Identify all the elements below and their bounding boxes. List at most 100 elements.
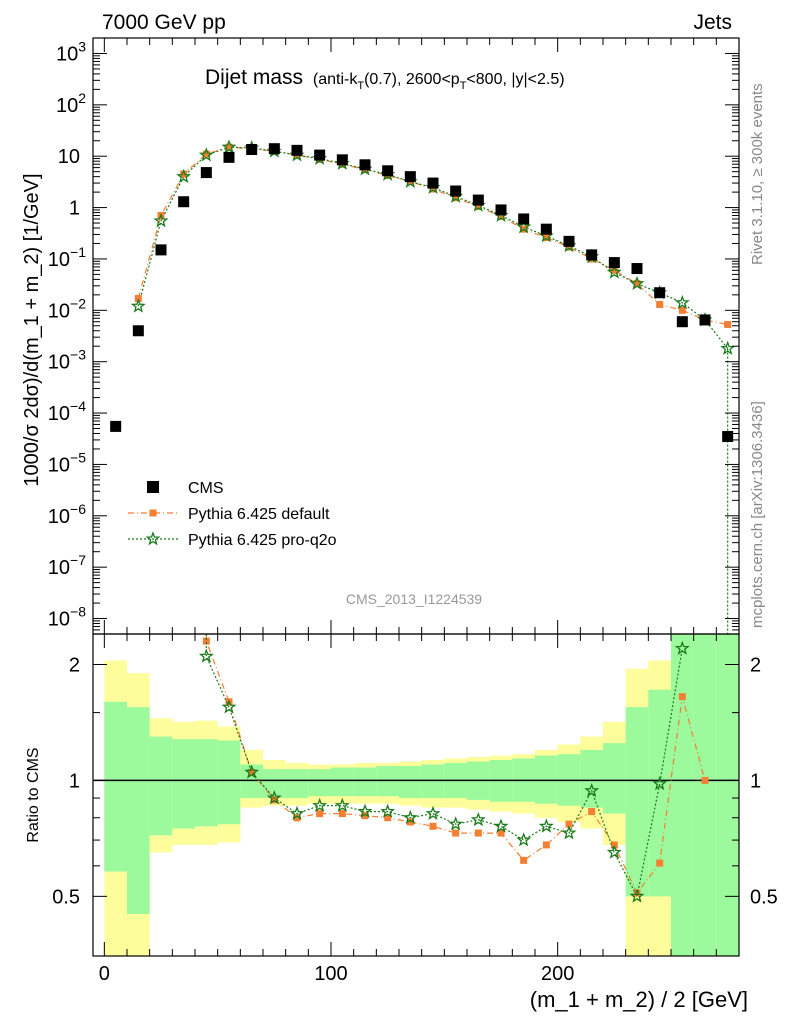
y-tick-label-main: 10−5 [48,449,86,476]
ratio-default-point [678,693,686,701]
ratio-default-point [384,814,392,822]
title-sub-pre: (anti-k [313,71,358,88]
ratio-proq2o-point [312,797,328,812]
cms-point [110,420,122,432]
axes: 0 100 20010310210110−110−210−310−410−510−6… [48,37,778,985]
default-point [202,150,210,158]
default-point [474,202,482,210]
ratio-proq2o-point [674,640,690,655]
y-tick-label-ratio-left: 1 [69,770,80,792]
y-tick-label-ratio-left: 2 [69,654,80,676]
ratio-default-point [497,829,505,837]
ratio-default-point [542,841,550,849]
cms-point [359,159,371,171]
rivet-label: Rivet 3.1.10, ≥ 300k events [749,83,766,265]
y-axis-label-ratio: Ratio to CMS [25,747,42,842]
ratio-proq2o-point [357,803,373,818]
cms-point [676,316,688,328]
ratio-proq2o-point [652,775,668,791]
mcplots-label: mcplots.cern.ch [arXiv:1306.3436] [749,401,766,628]
y-tick-label-main: 10−3 [48,347,86,374]
cms-point [314,149,326,161]
ratio-proq2o-point [244,764,260,779]
default-point [497,213,505,221]
ratio-default-point [202,637,210,645]
title-sub-mid: (0.7), 2600<p [364,71,460,88]
cms-point [404,171,416,183]
ratio-band-inner-26 [693,634,717,956]
proq2o-point [176,168,192,183]
ratio-proq2o-point [584,782,600,798]
y-tick-label-main: 10−2 [48,295,86,322]
ratio-default-point [429,822,437,830]
proq2o-point [720,340,736,355]
proq2o-point [674,294,690,310]
default-point [180,170,188,178]
ratio-proq2o-point [289,805,305,821]
ratio-proq2o-point [221,699,237,714]
cms-point [586,249,598,261]
ratio-band-inner-3 [172,739,195,829]
analysis-watermark: CMS_2013_I1224539 [346,591,482,607]
default-point [656,300,664,308]
proq2o-line [137,146,729,349]
legend-marker-proq2o [145,531,161,546]
cms-point [200,167,212,179]
proq2o-point [516,218,532,234]
y-tick-label-ratio-right: 2 [750,654,761,676]
cms-point [291,144,303,156]
ratio-proq2o-point [606,844,622,859]
legend-entry-2: Pythia 6.425 pro-q2o [128,531,337,549]
ratio-band-inner-24 [648,689,671,897]
cms-point [518,213,530,225]
ratio-default-point [361,812,369,820]
ratio-default-point [293,814,301,822]
header-right: Jets [693,11,732,34]
ratio-band-inner-4 [195,739,218,827]
legend-label-2: Pythia 6.425 pro-q2o [188,532,337,549]
ratio-proq2o-point [629,888,645,903]
default-point [452,194,460,202]
proq2o-point [629,275,645,290]
ratio-proq2o-point [470,811,486,827]
cms-point [132,325,144,337]
header-left: 7000 GeV pp [102,11,226,34]
legend-entry-0: CMS [147,480,224,497]
cms-point [563,235,575,247]
plot-title: Dijet mass (anti-kT(0.7), 2600<pT<800, |… [205,66,565,92]
cms-point [450,185,462,197]
ratio-proq2o-point [334,797,350,812]
default-point [225,143,233,151]
y-tick-label-main: 10 [58,146,80,168]
ratio-proq2o-point [538,818,554,833]
ratio-proq2o-point [380,803,396,818]
proq2o-point [221,139,237,154]
ratio-default-point [452,829,460,837]
ratio-proq2o-point [516,832,532,847]
default-point [542,234,550,242]
ratio-proq2o-point [493,818,509,833]
ratio-band-inner-25 [671,634,694,956]
default-point [724,320,732,328]
y-tick-label-main: 103 [56,38,86,65]
ratio-panel [93,634,739,956]
ratio-default-point [520,856,528,864]
cms-point [472,194,484,206]
ratio-default-point [701,776,709,784]
title-sub-post: <800, |y|<2.5) [466,71,564,88]
default-point [610,266,618,274]
legend-marker-cms [147,481,159,493]
y-tick-label-main: 10−6 [48,501,86,528]
ratio-proq2o-point [425,805,441,821]
default-point [565,243,573,251]
default-point [633,280,641,288]
ratio-band-inner-2 [149,736,173,836]
legend-entry-1: Pythia 6.425 default [128,506,330,523]
ratio-band-inner-5 [217,740,241,825]
title-sub-sub2: T [460,80,467,92]
title-sub-sub1: T [357,80,364,92]
x-tick-label-200: 200 [541,963,574,985]
proq2o-point [153,213,169,228]
cms-point [178,196,190,208]
